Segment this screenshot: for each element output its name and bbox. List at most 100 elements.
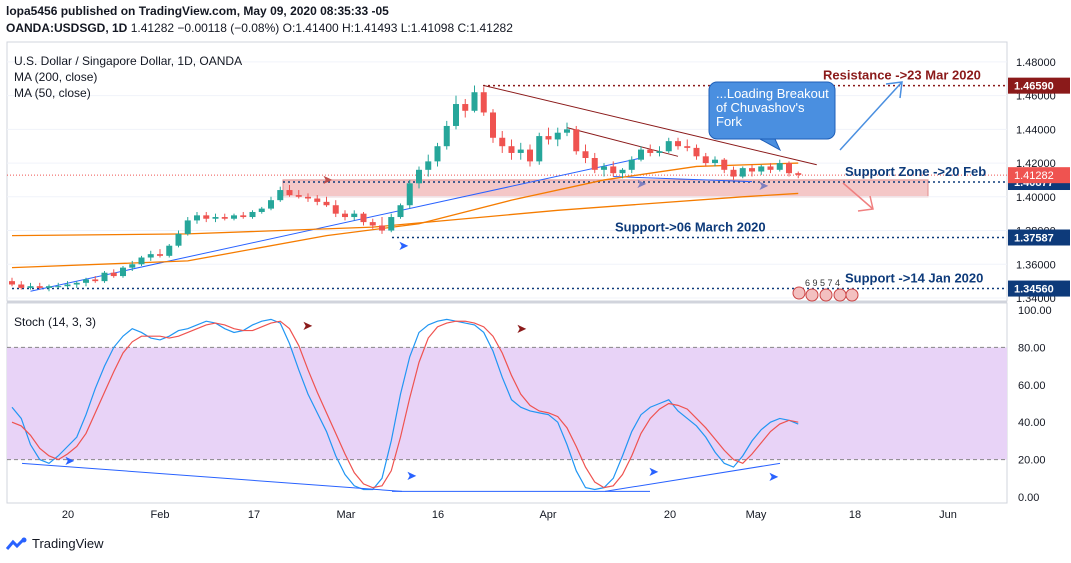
- footer-brand[interactable]: TradingView: [6, 536, 104, 551]
- candle: [656, 146, 663, 157]
- candle: [397, 203, 404, 219]
- publisher-line: lopa5456 published on TradingView.com, M…: [6, 4, 389, 18]
- rocket-down-icon: ➤: [516, 321, 527, 336]
- candle: [462, 98, 469, 118]
- candle: [795, 171, 802, 179]
- level-price-tag: [1008, 280, 1070, 297]
- close-value: C:1.41282: [457, 21, 513, 35]
- candle: [610, 161, 617, 177]
- time-tick-label: 18: [849, 509, 861, 521]
- price-change: −0.00118 (−0.08%): [177, 21, 280, 35]
- candle: [536, 132, 543, 165]
- time-tick-label: 17: [248, 509, 260, 521]
- level-price-tag-text: 1.34560: [1014, 284, 1054, 296]
- open-value: O:1.41400: [282, 21, 339, 35]
- candle: [268, 196, 274, 211]
- candle: [360, 211, 367, 226]
- candle: [647, 144, 654, 157]
- ohlc-line: OANDA:USDSGD, 1D 1.41282 −0.00118 (−0.08…: [6, 21, 513, 35]
- candle: [601, 163, 607, 177]
- candle: [295, 190, 302, 199]
- candle: [416, 166, 422, 189]
- time-tick-label: 20: [664, 509, 676, 521]
- gridlines: [7, 61, 1007, 299]
- candle: [351, 210, 358, 221]
- candle: [582, 144, 589, 164]
- candle: [286, 184, 293, 197]
- candle: [184, 217, 191, 236]
- candle: [27, 282, 34, 290]
- candle: [212, 213, 219, 223]
- stoch-tick-label: 20.00: [1018, 455, 1046, 467]
- candle: [443, 120, 450, 150]
- candle: [55, 282, 62, 288]
- candle: [702, 152, 709, 167]
- rocket-up-icon: ➤: [64, 453, 75, 468]
- candle: [545, 127, 552, 145]
- candle: [332, 200, 339, 218]
- price-tick-label: 1.48000: [1016, 57, 1056, 69]
- time-axis[interactable]: 20 Feb 17 Mar 16 Apr 20 May 18 Jun: [62, 509, 957, 521]
- candle: [110, 269, 117, 278]
- last-price: 1.41282: [130, 21, 175, 35]
- candle: [388, 213, 395, 233]
- candle: [101, 271, 108, 283]
- stoch-title: Stoch (14, 3, 3): [14, 315, 96, 329]
- candle: [499, 131, 506, 153]
- stoch-tick-label: 80.00: [1018, 342, 1046, 354]
- candle: [157, 249, 163, 258]
- stoch-k-line: [11, 318, 799, 491]
- candle: [628, 156, 635, 174]
- stoch-trendline: [604, 462, 781, 492]
- stoch-axis[interactable]: 100.00 80.00 60.00 40.00 20.00 0.00: [1018, 305, 1052, 504]
- candle: [323, 196, 330, 207]
- event-icons[interactable]: 6 9 5 7 4: [792, 278, 859, 302]
- candle: [471, 85, 478, 113]
- time-tick-label: Mar: [337, 509, 356, 521]
- candle: [758, 164, 765, 175]
- candle: [314, 195, 321, 206]
- rocket-up-icon: ➤: [406, 468, 417, 483]
- level-labels: Resistance ->23 Mar 2020 Support Zone ->2…: [615, 68, 986, 286]
- rocket-up-icon: ➤: [758, 178, 769, 193]
- callout-text: ...Loading Breakout of Chuvashov's Fork: [716, 87, 829, 129]
- candle: [564, 122, 570, 137]
- symbol-text: OANDA:USDSGD, 1D: [6, 21, 128, 35]
- candle: [240, 211, 247, 219]
- time-tick-label: Apr: [539, 509, 556, 521]
- price-pane[interactable]: [6, 41, 1008, 302]
- candle: [490, 109, 496, 143]
- candle: [129, 260, 136, 272]
- candle: [258, 206, 265, 214]
- candle: [120, 265, 126, 278]
- level-price-tag: [1008, 77, 1070, 94]
- level-label: Resistance ->23 Mar 2020: [823, 68, 981, 83]
- candle: [434, 142, 441, 167]
- events-label: 6 9 5 7 4: [805, 278, 840, 288]
- candle: [573, 125, 580, 155]
- candle: [638, 146, 644, 162]
- candle: [9, 277, 15, 287]
- candle: [786, 161, 792, 177]
- fork-upper-line: [483, 84, 817, 166]
- candle: [73, 281, 80, 288]
- legend-ma50: MA (50, close): [14, 86, 91, 100]
- rocket-up-icon: ➤: [768, 469, 779, 484]
- candle: [730, 166, 737, 180]
- candle: [591, 152, 598, 174]
- candle: [406, 179, 413, 209]
- stoch-tick-label: 100.00: [1018, 305, 1052, 317]
- price-axis[interactable]: 1.480001.460001.440001.420001.400001.380…: [1016, 57, 1056, 305]
- candle: [138, 255, 145, 266]
- price-tick-label: 1.42000: [1016, 158, 1056, 170]
- fork-lower-line: [613, 176, 753, 183]
- callout-breakout: ...Loading Breakout of Chuvashov's Fork: [708, 81, 836, 152]
- candle: [776, 159, 783, 172]
- candle: [508, 139, 515, 160]
- legend-ma200: MA (200, close): [14, 70, 97, 84]
- level-label: Support->06 March 2020: [615, 219, 766, 234]
- candle: [166, 244, 173, 258]
- candle: [619, 168, 626, 179]
- high-value: H:1.41493: [342, 21, 398, 35]
